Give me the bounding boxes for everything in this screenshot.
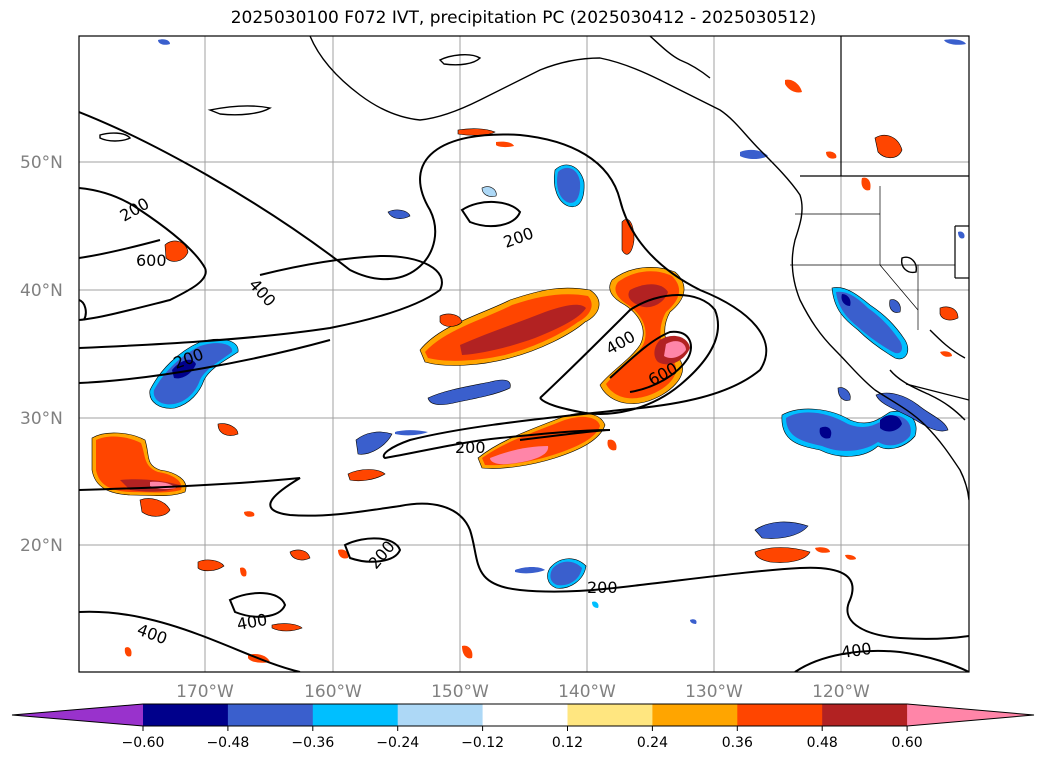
colorbar-extend-min bbox=[12, 704, 143, 726]
contour-label: 200 bbox=[587, 578, 618, 597]
colorbar-segment bbox=[227, 704, 314, 726]
longitude-labels: 170°W 160°W 150°W 140°W 130°W 120°W bbox=[176, 682, 870, 702]
latitude-labels: 50°N 40°N 30°N 20°N bbox=[20, 153, 63, 556]
colorbar-tick-label: −0.12 bbox=[461, 735, 504, 751]
map-frame bbox=[78, 35, 970, 673]
colorbar-tick-label: 0.36 bbox=[722, 735, 753, 751]
colorbar-tick-label: 0.12 bbox=[552, 735, 583, 751]
coastlines bbox=[99, 36, 969, 501]
precip-positive-regions bbox=[91, 79, 959, 663]
colorbar-segment bbox=[143, 704, 229, 726]
lat-label: 20°N bbox=[20, 536, 63, 556]
colorbar-tick-label: 0.60 bbox=[892, 735, 923, 751]
lat-label: 30°N bbox=[20, 409, 63, 429]
lon-label: 130°W bbox=[685, 682, 743, 702]
colorbar: −0.60 −0.48 −0.36 −0.24 −0.12 0.12 0.24 0.36 0.4… bbox=[11, 703, 1035, 751]
contour-label: 600 bbox=[136, 251, 167, 270]
map-title: 2025030100 F072 IVT, precipitation PC (2… bbox=[230, 8, 817, 28]
colorbar-tick-label: 0.24 bbox=[637, 735, 668, 751]
borders bbox=[800, 36, 969, 401]
precip-negative-regions bbox=[149, 39, 966, 624]
colorbar-tick-label: −0.48 bbox=[206, 735, 249, 751]
lon-label: 160°W bbox=[304, 682, 362, 702]
lon-label: 150°W bbox=[431, 682, 489, 702]
colorbar-segment bbox=[822, 704, 908, 726]
contour-label: 200 bbox=[455, 438, 486, 457]
colorbar-segment bbox=[312, 704, 399, 726]
colorbar-segment bbox=[482, 704, 568, 726]
colorbar-tick-label: −0.24 bbox=[376, 735, 419, 751]
colorbar-tick-label: −0.60 bbox=[122, 735, 165, 751]
colorbar-extend-max bbox=[907, 704, 1034, 726]
colorbar-segment bbox=[652, 704, 738, 726]
lon-label: 170°W bbox=[176, 682, 234, 702]
colorbar-tick-label: −0.36 bbox=[291, 735, 334, 751]
colorbar-tick-label: 0.48 bbox=[807, 735, 838, 751]
lon-label: 120°W bbox=[812, 682, 870, 702]
state-borders bbox=[790, 186, 955, 330]
colorbar-segment bbox=[397, 704, 484, 726]
ivt-contours bbox=[79, 111, 969, 672]
lat-label: 40°N bbox=[20, 281, 63, 301]
colorbar-segment bbox=[567, 704, 653, 726]
lon-label: 140°W bbox=[558, 682, 616, 702]
colorbar-segment bbox=[737, 704, 823, 726]
contour-label: 400 bbox=[840, 639, 873, 662]
lat-label: 50°N bbox=[20, 153, 63, 173]
